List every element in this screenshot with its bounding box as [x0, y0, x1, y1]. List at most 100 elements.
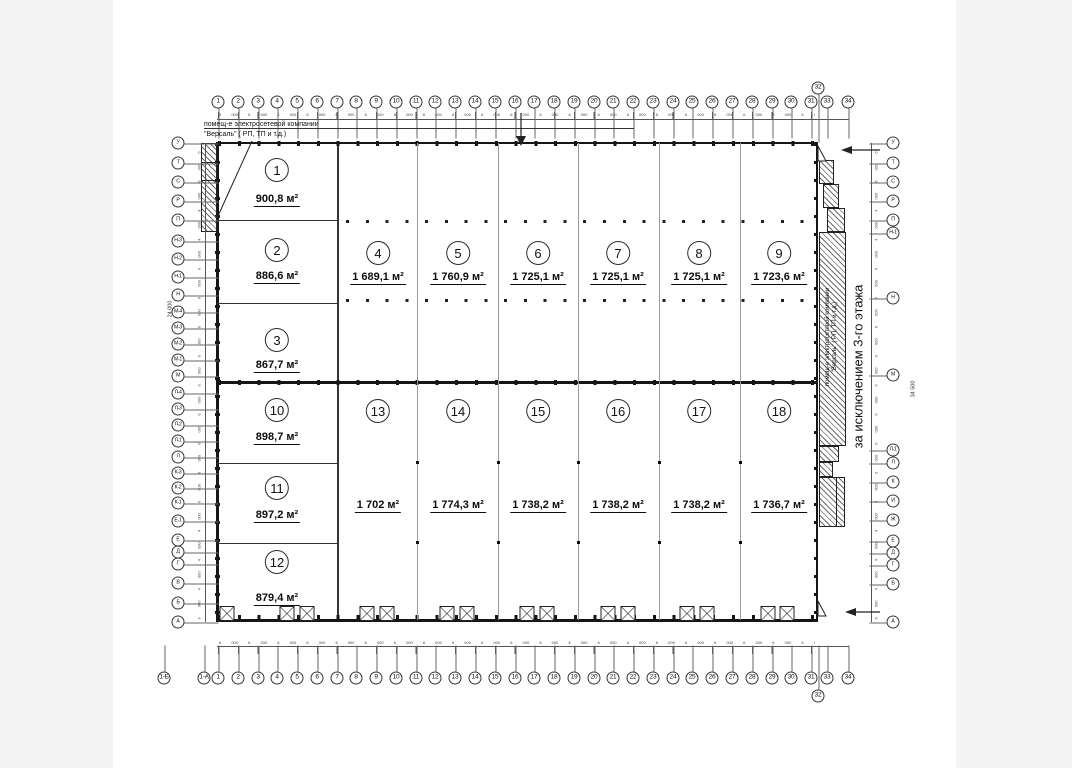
axis-bubble-bottom: 1-А [197, 645, 211, 685]
room-zone: 11 897,2 м² [253, 476, 301, 523]
dim-line-left [205, 143, 206, 622]
axis-bubble-bottom: 4 [270, 645, 284, 685]
room-area-label: 1 738,2 м² [510, 499, 566, 513]
axis-bubble-bottom: 34 [841, 645, 855, 685]
axis-bubble-bottom: 29 [765, 645, 779, 685]
axis-bubble-left: Л-3 [171, 402, 219, 416]
dim-labels-right: 6 000 4 000 4 000 4 000 6 000 6 000 6 00… [873, 141, 879, 620]
room-number-bubble: 13 [365, 399, 390, 423]
axis-bubble-right: Н-1 [869, 226, 900, 240]
axis-bubble-top: 7 [330, 95, 344, 139]
dim-ticks-bottom [218, 646, 816, 654]
axis-bubble-right: А [869, 615, 900, 629]
axis-bubble-left: А [171, 615, 219, 629]
axis-bubble-top: 26 [705, 95, 719, 139]
gate-symbol [699, 606, 715, 621]
room-number-bubble: 6 [526, 241, 550, 265]
axis-bubble-top: 15 [488, 95, 502, 139]
gate-symbol [519, 606, 535, 621]
room-zone: 7 1 725,1 м² [590, 241, 646, 285]
column-row-axis-p [346, 220, 812, 223]
axis-bubble-top: 18 [547, 95, 561, 139]
axis-bubble-left: Л-4 [171, 386, 219, 400]
room-number-bubble: 18 [767, 399, 791, 423]
axis-bubble-top: 28 [745, 95, 759, 139]
room-number-bubble: 9 [767, 241, 791, 265]
axis-bubble-top: 31 [804, 95, 818, 139]
axis-bubble-right: Р [869, 194, 900, 208]
axis-bubble-top: 19 [567, 95, 581, 139]
axis-bubble-top: 4 [270, 95, 284, 139]
axis-bubble-top: 16 [508, 95, 522, 139]
axis-bubble-bottom: 10 [389, 645, 403, 685]
gate-symbol [279, 606, 295, 621]
axis-bubble-bottom: 16 [508, 645, 522, 685]
note-electrical-right: помещ-е электросетевой компании "Версаль… [825, 237, 839, 437]
room-number-bubble: 4 [366, 241, 390, 265]
axis-bubble-left: М-2 [171, 337, 219, 351]
room-zone: 4 1 689,1 м² [350, 241, 406, 285]
room-zone: 14 1 774,3 м² [430, 399, 486, 513]
axis-bubble-left: К-3 [171, 466, 219, 480]
partition-2-3 [217, 303, 338, 305]
axis-bubble-bottom: 3 [251, 645, 265, 685]
hatch-step-6 [819, 477, 845, 527]
room-number-bubble: 10 [264, 398, 289, 422]
axis-bubble-bottom: 19 [567, 645, 581, 685]
axis-bubble-right: С [869, 175, 900, 189]
gate-symbol [459, 606, 475, 621]
note-electrical-line1: помещ-е электросетевой компании [204, 121, 634, 129]
dim-ticks-top [218, 112, 816, 120]
entry-arrow-top-icon [841, 146, 852, 154]
axis-bubble-top: 8 [349, 95, 363, 139]
room-area-label: 886,6 м² [253, 270, 301, 284]
axis-bubble-top: 12 [428, 95, 442, 139]
room-number-bubble: 3 [264, 328, 289, 352]
axis-bubble-bottom: 31 [804, 645, 818, 685]
door-swing-bottom-icon [817, 600, 827, 617]
bay-divider [658, 143, 661, 620]
axis-bubble-right: Т [869, 156, 900, 170]
room-number-bubble: 1 [264, 158, 289, 182]
room-number-bubble: 5 [446, 241, 470, 265]
dim-line-right [871, 143, 872, 622]
columns-bottom-wall [218, 615, 816, 620]
dim-total-right: 34 500 [910, 380, 917, 398]
axis-bubble-top: 22 [626, 95, 640, 139]
axis-bubble-bottom: 26 [705, 645, 719, 685]
room-zone: 1 900,8 м² [253, 158, 301, 207]
axis-bubble-bottom: 23 [646, 645, 660, 685]
page-margin-right [956, 0, 1072, 768]
room-area-label: 1 738,2 м² [590, 499, 646, 513]
room-area-label: 1 725,1 м² [590, 271, 646, 285]
room-area-label: 898,7 м² [253, 431, 301, 445]
axis-bubble-top: 9 [369, 95, 383, 139]
dim-labels-left: 6 000 4 000 4 000 4 000 6 000 6 000 6 00… [196, 141, 202, 620]
axis-bubble-top: 17 [527, 95, 541, 139]
axis-bubble-bottom: 12 [428, 645, 442, 685]
gate-symbol [779, 606, 795, 621]
axis-bubble-bottom: 22 [626, 645, 640, 685]
leader-line [217, 140, 253, 217]
axis-bubble-left: Т [171, 156, 219, 170]
axis-bubble-bottom: 18 [547, 645, 561, 685]
room-number-bubble: 8 [687, 241, 711, 265]
axis-bubble-left: Е-1 [171, 514, 219, 528]
bay-divider [577, 143, 580, 620]
axis-bubble-left: Н-1 [171, 270, 219, 284]
bay-divider [739, 143, 742, 620]
axis-bubble-bottom: 11 [409, 645, 423, 685]
room-area-label: 1 689,1 м² [350, 271, 406, 285]
bay-divider [416, 143, 419, 620]
axis-bubble-right: Л [869, 456, 900, 470]
room-zone: 8 1 725,1 м² [671, 241, 727, 285]
room-number-bubble: 15 [526, 399, 550, 423]
room-zone: 9 1 723,6 м² [751, 241, 807, 285]
door-swing-top-icon [817, 145, 827, 162]
axis-bubble-top: 6 [310, 95, 324, 139]
axis-bubble-top: 23 [646, 95, 660, 139]
axis-bubble-left: Б [171, 596, 219, 610]
hatch-electrical-room-left [201, 143, 217, 232]
axis-bubble-right: У [869, 136, 900, 150]
